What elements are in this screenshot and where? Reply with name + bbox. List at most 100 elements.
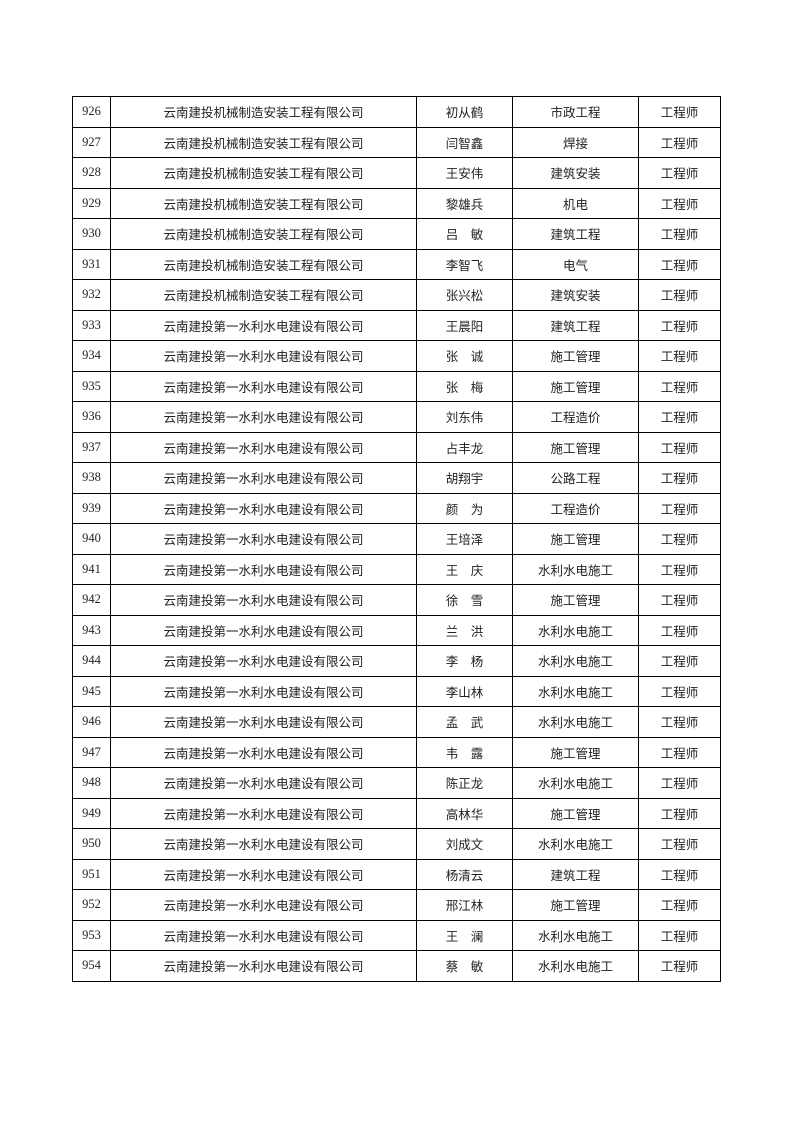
row-number: 950	[72, 828, 111, 860]
specialty-cell: 公路工程	[512, 462, 639, 494]
table-row: 950 云南建投第一水利水电建设有限公司 刘成文 水利水电施工 工程师	[72, 828, 721, 860]
specialty-cell: 水利水电施工	[512, 950, 639, 982]
company-cell: 云南建投第一水利水电建设有限公司	[110, 431, 417, 463]
row-number: 928	[72, 157, 111, 189]
specialty-cell: 工程造价	[512, 401, 639, 433]
company-cell: 云南建投机械制造安装工程有限公司	[110, 96, 417, 128]
row-number: 953	[72, 919, 111, 951]
table-row: 938 云南建投第一水利水电建设有限公司 胡翔宇 公路工程 工程师	[72, 462, 721, 494]
row-number: 944	[72, 645, 111, 677]
name-cell: 张 梅	[416, 370, 513, 402]
table-row: 939 云南建投第一水利水电建设有限公司颜 为工程造价 工程师	[72, 492, 721, 524]
table-row: 935 云南建投第一水利水电建设有限公司张 梅施工管理 工程师	[72, 370, 721, 402]
company-cell: 云南建投第一水利水电建设有限公司	[110, 736, 417, 768]
company-cell: 云南建投第一水利水电建设有限公司	[110, 523, 417, 555]
specialty-cell: 建筑安装	[512, 279, 639, 311]
title-cell: 工程师	[638, 126, 721, 158]
specialty-cell: 施工管理	[512, 431, 639, 463]
name-cell: 王 澜	[416, 919, 513, 951]
specialty-cell: 水利水电施工	[512, 645, 639, 677]
name-cell: 高林华	[416, 797, 513, 829]
table-row: 926 云南建投机械制造安装工程有限公司 初从鹤 市政工程 工程师	[72, 96, 721, 128]
row-number: 935	[72, 370, 111, 402]
title-cell: 工程师	[638, 279, 721, 311]
name-cell: 王 庆	[416, 553, 513, 585]
company-cell: 云南建投第一水利水电建设有限公司	[110, 858, 417, 890]
row-number: 941	[72, 553, 111, 585]
title-cell: 工程师	[638, 431, 721, 463]
table-row: 933 云南建投第一水利水电建设有限公司 王晨阳 建筑工程 工程师	[72, 309, 721, 341]
row-number: 931	[72, 248, 111, 280]
table-row: 928 云南建投机械制造安装工程有限公司 王安伟 建筑安装 工程师	[72, 157, 721, 189]
title-cell: 工程师	[638, 675, 721, 707]
company-cell: 云南建投第一水利水电建设有限公司	[110, 706, 417, 738]
name-cell: 张兴松	[416, 279, 513, 311]
row-number: 942	[72, 584, 111, 616]
table-row: 945 云南建投第一水利水电建设有限公司 李山林 水利水电施工 工程师	[72, 675, 721, 707]
name-cell: 王培泽	[416, 523, 513, 555]
specialty-cell: 施工管理	[512, 523, 639, 555]
name-cell: 李 杨	[416, 645, 513, 677]
specialty-cell: 水利水电施工	[512, 706, 639, 738]
title-cell: 工程师	[638, 889, 721, 921]
table-row: 952 云南建投第一水利水电建设有限公司 邢江林 施工管理 工程师	[72, 889, 721, 921]
title-cell: 工程师	[638, 187, 721, 219]
name-cell: 陈正龙	[416, 767, 513, 799]
table-row: 927 云南建投机械制造安装工程有限公司 闫智鑫 焊接 工程师	[72, 126, 721, 158]
title-cell: 工程师	[638, 645, 721, 677]
row-number: 945	[72, 675, 111, 707]
company-cell: 云南建投第一水利水电建设有限公司	[110, 462, 417, 494]
company-cell: 云南建投第一水利水电建设有限公司	[110, 828, 417, 860]
company-cell: 云南建投第一水利水电建设有限公司	[110, 919, 417, 951]
name-cell: 兰 洪	[416, 614, 513, 646]
row-number: 939	[72, 492, 111, 524]
table-row: 931 云南建投机械制造安装工程有限公司 李智飞 电气 工程师	[72, 248, 721, 280]
specialty-cell: 水利水电施工	[512, 767, 639, 799]
row-number: 946	[72, 706, 111, 738]
title-cell: 工程师	[638, 614, 721, 646]
row-number: 937	[72, 431, 111, 463]
name-cell: 占丰龙	[416, 431, 513, 463]
name-cell: 刘成文	[416, 828, 513, 860]
specialty-cell: 水利水电施工	[512, 828, 639, 860]
specialty-cell: 市政工程	[512, 96, 639, 128]
name-cell: 胡翔宇	[416, 462, 513, 494]
title-cell: 工程师	[638, 157, 721, 189]
row-number: 934	[72, 340, 111, 372]
table-body: 926 云南建投机械制造安装工程有限公司 初从鹤 市政工程 工程师 927 云南建投机械制造…	[72, 96, 721, 982]
company-cell: 云南建投机械制造安装工程有限公司	[110, 157, 417, 189]
company-cell: 云南建投第一水利水电建设有限公司	[110, 950, 417, 982]
table-row: 953 云南建投第一水利水电建设有限公司王 澜水利水电施工 工程师	[72, 919, 721, 951]
specialty-cell: 建筑工程	[512, 309, 639, 341]
company-cell: 云南建投第一水利水电建设有限公司	[110, 767, 417, 799]
specialty-cell: 水利水电施工	[512, 675, 639, 707]
name-cell: 闫智鑫	[416, 126, 513, 158]
company-cell: 云南建投第一水利水电建设有限公司	[110, 401, 417, 433]
specialty-cell: 建筑工程	[512, 218, 639, 250]
name-cell: 李山林	[416, 675, 513, 707]
title-cell: 工程师	[638, 218, 721, 250]
name-cell: 初从鹤	[416, 96, 513, 128]
table-row: 937 云南建投第一水利水电建设有限公司 占丰龙 施工管理 工程师	[72, 431, 721, 463]
title-cell: 工程师	[638, 248, 721, 280]
company-cell: 云南建投第一水利水电建设有限公司	[110, 553, 417, 585]
name-cell: 王晨阳	[416, 309, 513, 341]
name-cell: 刘东伟	[416, 401, 513, 433]
table-row: 941 云南建投第一水利水电建设有限公司王 庆水利水电施工 工程师	[72, 553, 721, 585]
specialty-cell: 水利水电施工	[512, 614, 639, 646]
table-row: 946 云南建投第一水利水电建设有限公司孟 武水利水电施工 工程师	[72, 706, 721, 738]
name-cell: 蔡 敏	[416, 950, 513, 982]
company-cell: 云南建投第一水利水电建设有限公司	[110, 340, 417, 372]
specialty-cell: 施工管理	[512, 797, 639, 829]
specialty-cell: 建筑安装	[512, 157, 639, 189]
name-cell: 韦 露	[416, 736, 513, 768]
row-number: 936	[72, 401, 111, 433]
title-cell: 工程师	[638, 340, 721, 372]
specialty-cell: 施工管理	[512, 340, 639, 372]
row-number: 926	[72, 96, 111, 128]
name-cell: 颜 为	[416, 492, 513, 524]
company-cell: 云南建投机械制造安装工程有限公司	[110, 187, 417, 219]
name-cell: 黎雄兵	[416, 187, 513, 219]
specialty-cell: 水利水电施工	[512, 919, 639, 951]
row-number: 954	[72, 950, 111, 982]
